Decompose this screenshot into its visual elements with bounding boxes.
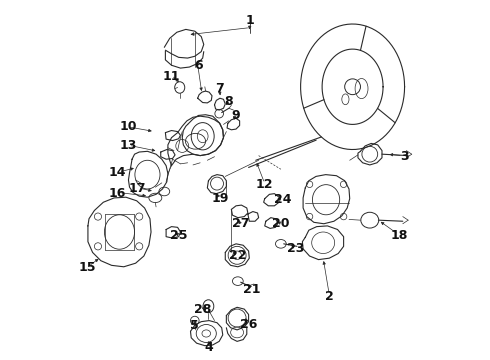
Text: 8: 8 <box>224 95 233 108</box>
Text: 5: 5 <box>191 319 199 332</box>
Text: 22: 22 <box>229 249 246 262</box>
Text: 24: 24 <box>274 193 292 206</box>
Text: 16: 16 <box>109 187 126 200</box>
Text: 3: 3 <box>400 150 409 163</box>
Text: 26: 26 <box>240 318 257 331</box>
Text: 28: 28 <box>194 303 211 316</box>
Text: 1: 1 <box>246 14 255 27</box>
Text: 11: 11 <box>163 69 180 82</box>
Text: 4: 4 <box>205 341 214 354</box>
Text: 6: 6 <box>194 59 203 72</box>
Text: 10: 10 <box>120 120 137 133</box>
Text: 15: 15 <box>78 261 96 274</box>
Text: 13: 13 <box>120 139 137 152</box>
Text: 19: 19 <box>211 192 228 205</box>
Text: 17: 17 <box>129 183 146 195</box>
Text: 27: 27 <box>232 217 249 230</box>
Text: 14: 14 <box>109 166 126 179</box>
Text: 9: 9 <box>232 109 241 122</box>
Text: 23: 23 <box>287 242 304 255</box>
Text: 7: 7 <box>216 82 224 95</box>
Text: 2: 2 <box>325 290 334 303</box>
Text: 21: 21 <box>244 283 261 296</box>
Text: 25: 25 <box>170 229 187 242</box>
Text: 12: 12 <box>256 178 273 191</box>
Text: 18: 18 <box>391 229 408 242</box>
Text: 20: 20 <box>272 217 290 230</box>
